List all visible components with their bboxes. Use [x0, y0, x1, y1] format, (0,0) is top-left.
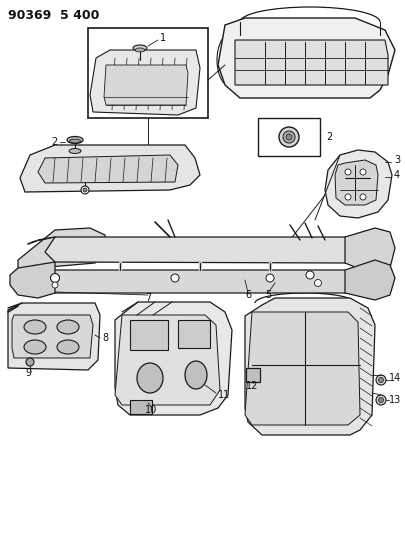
Circle shape	[375, 395, 385, 405]
Ellipse shape	[135, 48, 145, 52]
Bar	[88, 28, 207, 118]
Circle shape	[83, 188, 87, 192]
Circle shape	[171, 274, 179, 282]
Polygon shape	[8, 303, 100, 370]
Circle shape	[26, 358, 34, 366]
Ellipse shape	[57, 320, 79, 334]
Text: 11: 11	[217, 390, 230, 400]
Circle shape	[265, 274, 273, 282]
Text: 5: 5	[264, 290, 271, 300]
Text: 2: 2	[325, 132, 331, 142]
Text: 13: 13	[388, 395, 400, 405]
Text: 14: 14	[388, 373, 400, 383]
Text: 2: 2	[51, 137, 58, 147]
Bar	[130, 320, 168, 350]
Polygon shape	[115, 302, 231, 415]
Ellipse shape	[24, 340, 46, 354]
Ellipse shape	[285, 134, 291, 140]
Circle shape	[377, 398, 383, 402]
Text: 1: 1	[160, 33, 166, 43]
Polygon shape	[344, 260, 394, 300]
Circle shape	[50, 273, 60, 282]
Text: 90369  5 400: 90369 5 400	[8, 9, 99, 21]
Polygon shape	[334, 160, 377, 205]
Polygon shape	[18, 228, 105, 272]
Ellipse shape	[67, 136, 83, 143]
Text: 8: 8	[102, 333, 108, 343]
Polygon shape	[90, 50, 200, 115]
Ellipse shape	[69, 149, 81, 154]
Ellipse shape	[278, 127, 298, 147]
Circle shape	[305, 271, 313, 279]
Text: 6: 6	[244, 290, 250, 300]
Polygon shape	[115, 315, 220, 405]
Circle shape	[359, 169, 365, 175]
Polygon shape	[20, 145, 200, 192]
Text: 4: 4	[393, 170, 399, 180]
Polygon shape	[38, 155, 177, 183]
Bar	[245, 368, 259, 382]
Polygon shape	[217, 18, 394, 98]
Circle shape	[377, 377, 383, 383]
Ellipse shape	[185, 361, 207, 389]
Text: 7: 7	[145, 293, 151, 303]
Text: 10: 10	[145, 405, 157, 415]
Circle shape	[344, 169, 350, 175]
Ellipse shape	[133, 45, 147, 51]
Circle shape	[375, 375, 385, 385]
Ellipse shape	[136, 363, 162, 393]
Bar	[130, 400, 151, 414]
Polygon shape	[10, 262, 55, 298]
Text: 12: 12	[245, 381, 258, 391]
Bar	[257, 118, 319, 156]
Circle shape	[344, 194, 350, 200]
Circle shape	[314, 279, 321, 287]
Polygon shape	[45, 270, 379, 293]
Circle shape	[81, 186, 89, 194]
Polygon shape	[244, 298, 374, 435]
Polygon shape	[324, 150, 391, 218]
Text: 3: 3	[393, 155, 399, 165]
Polygon shape	[104, 65, 188, 105]
Circle shape	[52, 282, 58, 288]
Circle shape	[359, 194, 365, 200]
Ellipse shape	[24, 320, 46, 334]
Polygon shape	[244, 312, 359, 425]
Polygon shape	[344, 228, 394, 275]
Polygon shape	[45, 237, 379, 263]
Bar	[177, 320, 209, 348]
Polygon shape	[12, 315, 93, 358]
Ellipse shape	[282, 131, 294, 143]
Ellipse shape	[69, 139, 80, 143]
Ellipse shape	[57, 340, 79, 354]
Polygon shape	[234, 40, 387, 85]
Text: 9: 9	[25, 368, 31, 378]
